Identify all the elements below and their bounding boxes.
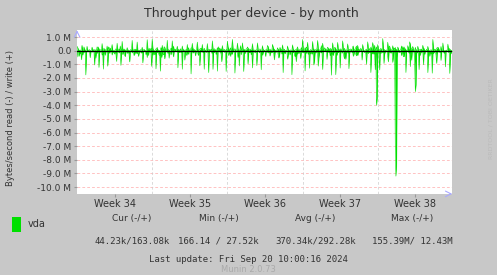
Text: 44.23k/163.08k: 44.23k/163.08k [94,236,169,245]
Text: Max (-/+): Max (-/+) [391,214,434,223]
Text: vda: vda [27,219,45,229]
Text: Munin 2.0.73: Munin 2.0.73 [221,265,276,274]
Text: 370.34k/292.28k: 370.34k/292.28k [275,236,356,245]
Text: Cur (-/+): Cur (-/+) [112,214,152,223]
Text: RRDTOOL / TOBI OETIKER: RRDTOOL / TOBI OETIKER [489,78,494,159]
Text: Avg (-/+): Avg (-/+) [295,214,336,223]
Text: Last update: Fri Sep 20 10:00:16 2024: Last update: Fri Sep 20 10:00:16 2024 [149,255,348,264]
Text: 155.39M/ 12.43M: 155.39M/ 12.43M [372,236,453,245]
Text: Throughput per device - by month: Throughput per device - by month [144,7,358,20]
Text: Bytes/second read (-) / write (+): Bytes/second read (-) / write (+) [6,50,15,186]
Text: 166.14 / 27.52k: 166.14 / 27.52k [178,236,259,245]
Text: Min (-/+): Min (-/+) [199,214,239,223]
